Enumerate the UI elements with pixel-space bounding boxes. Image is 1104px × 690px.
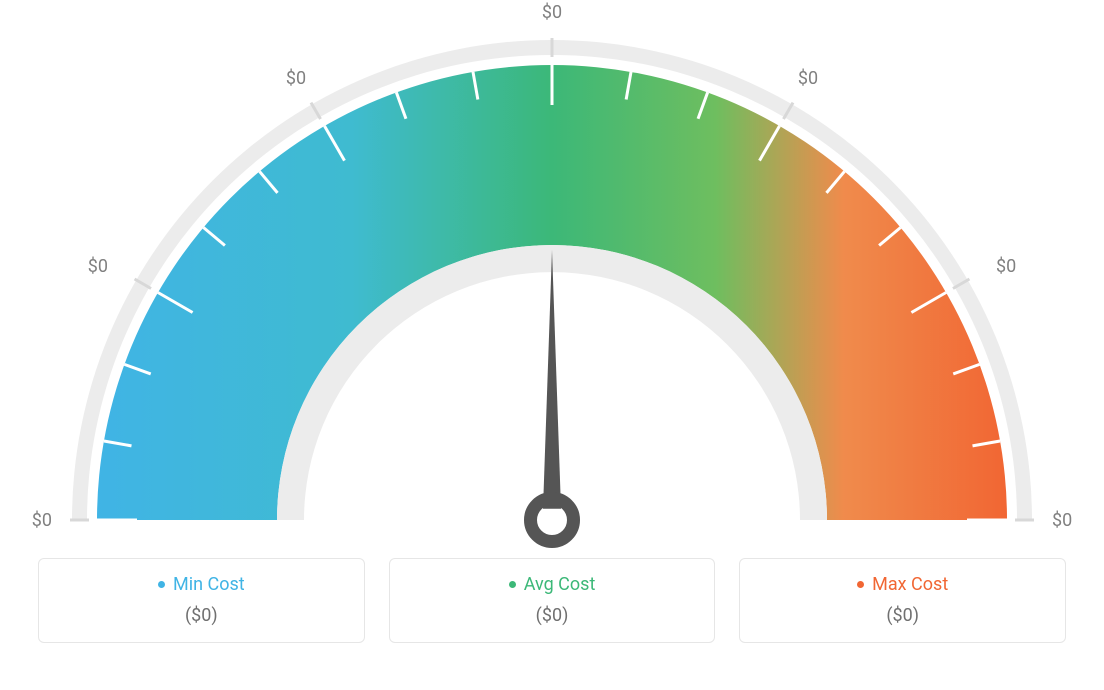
gauge-svg: $0 $0 $0 $0 $0 $0 $0 (0, 0, 1104, 550)
legend-title-max: Max Cost (857, 574, 948, 595)
legend-value-max: ($0) (750, 605, 1055, 626)
legend-label-max: Max Cost (872, 574, 948, 595)
gauge-tick-label: $0 (88, 256, 108, 277)
legend-card-max: Max Cost ($0) (739, 558, 1066, 643)
gauge-tick-label: $0 (1052, 510, 1072, 531)
legend-label-min: Min Cost (173, 574, 245, 595)
legend-label-avg: Avg Cost (524, 574, 596, 595)
gauge-tick-label: $0 (798, 68, 818, 89)
gauge-needle-hub (531, 499, 574, 542)
legend-row: Min Cost ($0) Avg Cost ($0) Max Cost ($0… (0, 558, 1104, 643)
legend-title-avg: Avg Cost (509, 574, 596, 595)
gauge-tick-label: $0 (542, 2, 562, 23)
legend-value-avg: ($0) (400, 605, 705, 626)
gauge-tick-label: $0 (286, 68, 306, 89)
gauge-area: $0 $0 $0 $0 $0 $0 $0 (0, 0, 1104, 550)
legend-value-min: ($0) (49, 605, 354, 626)
legend-dot-min (158, 581, 165, 588)
gauge-tick-label: $0 (996, 256, 1016, 277)
cost-gauge-widget: $0 $0 $0 $0 $0 $0 $0 Min Cost ($0) Avg Cost ($… (0, 0, 1104, 690)
legend-title-min: Min Cost (158, 574, 245, 595)
gauge-needle (543, 250, 561, 509)
legend-dot-max (857, 581, 864, 588)
gauge-tick-label: $0 (32, 510, 52, 531)
legend-dot-avg (509, 581, 516, 588)
legend-card-min: Min Cost ($0) (38, 558, 365, 643)
legend-card-avg: Avg Cost ($0) (389, 558, 716, 643)
